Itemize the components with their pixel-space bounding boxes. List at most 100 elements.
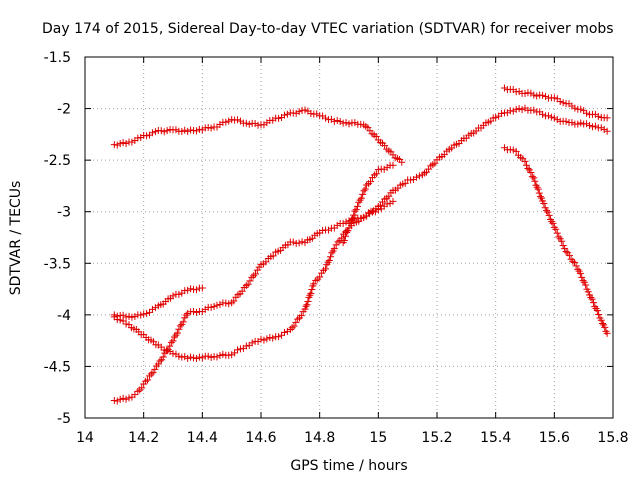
data-point: [125, 312, 133, 320]
data-point: [301, 106, 309, 114]
data-point: [289, 238, 297, 246]
data-point: [343, 229, 351, 237]
x-axis-label: GPS time / hours: [290, 458, 407, 474]
data-point: [559, 99, 567, 107]
data-point: [360, 213, 368, 221]
data-point: [333, 221, 341, 229]
plot-frame: [84, 56, 614, 419]
data-point: [586, 122, 594, 130]
data-point: [574, 265, 582, 273]
data-point: [280, 329, 288, 337]
data-point: [553, 116, 561, 124]
data-point: [524, 164, 532, 172]
data-point: [324, 258, 332, 266]
data-point: [545, 211, 553, 219]
data-point: [181, 353, 189, 361]
data-point: [360, 187, 368, 195]
data-point: [583, 109, 591, 117]
data-point: [269, 334, 277, 342]
data-point: [225, 300, 233, 308]
data-point: [361, 185, 369, 193]
data-point: [207, 353, 215, 361]
data-point: [128, 313, 136, 321]
y-tick-label: -1.5: [44, 50, 71, 66]
data-point: [213, 301, 221, 309]
data-point: [579, 277, 587, 285]
data-point: [198, 354, 206, 362]
data-point: [156, 357, 164, 365]
y-tick-label: -3: [57, 205, 71, 221]
grid: [85, 57, 613, 418]
data-point: [252, 270, 259, 278]
data-point: [341, 232, 349, 240]
data-point: [292, 109, 300, 117]
data-point: [131, 391, 139, 399]
data-point: [234, 116, 242, 124]
data-point: [307, 289, 315, 297]
data-point: [603, 114, 611, 122]
data-point: [192, 308, 200, 316]
data-point: [275, 114, 283, 122]
data-point: [372, 132, 380, 140]
x-tick-label: 15.4: [480, 430, 511, 446]
data-point: [192, 127, 200, 135]
data-point: [204, 123, 212, 131]
data-point: [260, 336, 268, 344]
data-point: [151, 304, 159, 312]
data-point: [204, 352, 212, 360]
data-point: [148, 305, 156, 313]
data-points: [110, 84, 611, 405]
data-point: [184, 127, 192, 135]
data-point: [539, 110, 547, 118]
data-point: [558, 237, 566, 245]
data-point: [549, 219, 557, 227]
data-point: [322, 265, 330, 273]
chart-title: Day 174 of 2015, Sidereal Day-to-day VTE…: [42, 21, 614, 37]
data-point: [577, 119, 585, 127]
data-point: [144, 376, 152, 384]
data-point: [589, 299, 597, 307]
data-point: [231, 349, 239, 357]
data-point: [187, 126, 195, 134]
data-point: [195, 353, 203, 361]
data-point: [307, 109, 315, 117]
x-tick-label: 14.8: [304, 430, 335, 446]
data-point: [603, 127, 611, 135]
y-tick-label: -2: [57, 102, 71, 118]
data-point: [146, 308, 154, 316]
data-point: [601, 323, 609, 331]
data-point: [332, 241, 340, 249]
data-point: [157, 127, 165, 135]
data-point: [119, 317, 127, 325]
data-point: [569, 257, 577, 265]
x-tick-label: 14.6: [245, 430, 276, 446]
data-point: [198, 284, 206, 292]
data-point: [207, 303, 215, 311]
data-point: [143, 132, 151, 140]
data-point: [412, 173, 420, 181]
x-tick-label: 15: [369, 430, 387, 446]
data-point: [184, 286, 192, 294]
y-tick-label: -5: [57, 411, 71, 427]
data-point: [190, 307, 198, 315]
data-point: [576, 269, 584, 277]
data-point: [125, 394, 133, 402]
data-point: [350, 211, 358, 219]
y-tick-label: -2.5: [44, 153, 71, 169]
data-point: [597, 124, 605, 132]
data-point: [352, 206, 360, 214]
data-point: [359, 190, 367, 198]
data-point: [292, 318, 300, 326]
data-point: [548, 218, 556, 226]
data-point: [389, 161, 397, 169]
data-point: [565, 251, 573, 259]
data-point: [539, 91, 547, 99]
data-point: [175, 290, 183, 298]
data-point: [207, 124, 215, 132]
data-point: [509, 146, 517, 154]
data-point: [527, 169, 535, 177]
data-point: [498, 110, 506, 118]
data-point: [556, 97, 564, 105]
data-point: [119, 394, 127, 402]
data-point: [555, 233, 563, 241]
